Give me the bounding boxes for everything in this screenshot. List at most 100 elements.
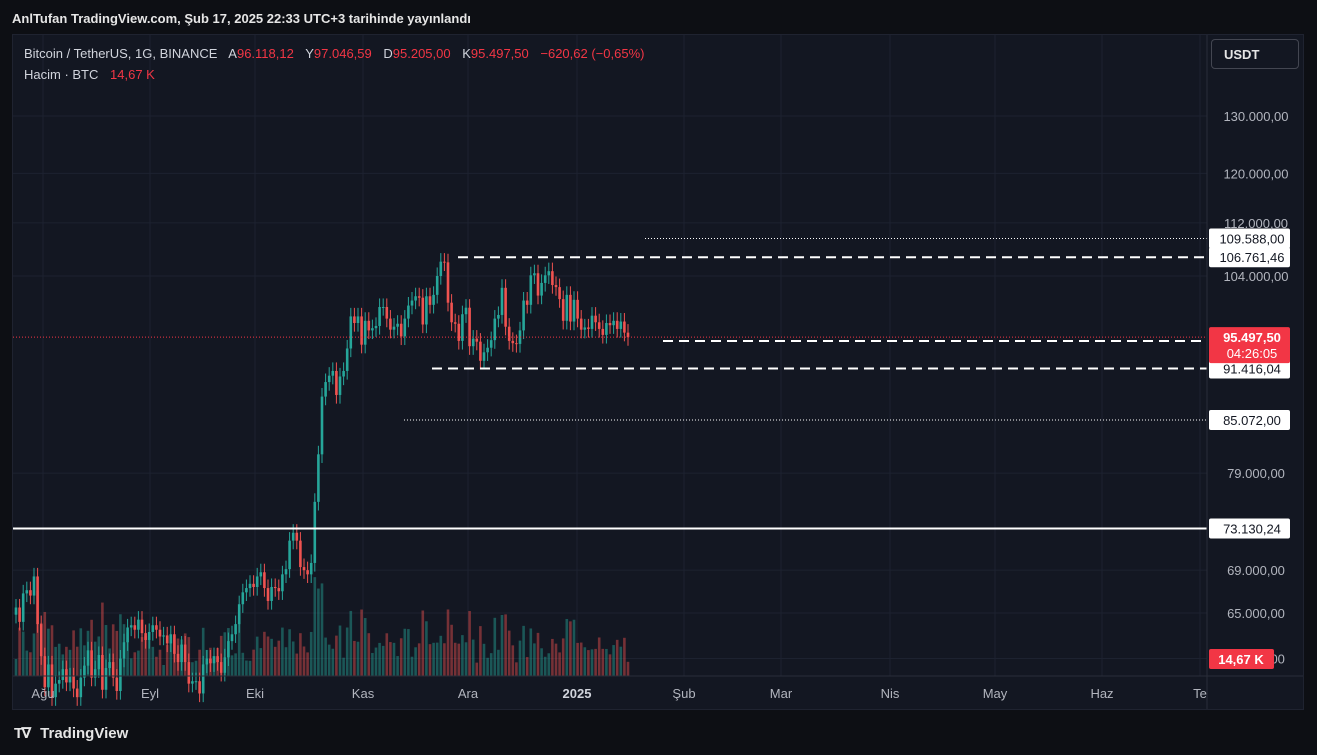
volume-bar-170	[626, 661, 630, 676]
volume-bar-167	[615, 639, 619, 676]
volume-bar-138	[511, 645, 515, 676]
volume-bar-30	[122, 624, 126, 676]
volume-bar-169	[623, 637, 626, 676]
volume-bar-8	[43, 611, 47, 676]
candle-151	[558, 287, 561, 300]
volume-bar-162	[597, 637, 601, 676]
volume-bar-168	[619, 646, 623, 676]
volume-bar-97	[363, 618, 367, 676]
volume-label[interactable]: Hacim · BTC	[24, 67, 99, 82]
volume-bar-96	[360, 609, 363, 676]
candle-65	[248, 583, 252, 589]
volume-bar-90	[338, 625, 342, 676]
volume-bar-3	[25, 650, 29, 676]
candle-166	[612, 320, 615, 326]
candle-139	[515, 343, 518, 345]
y-tick-label-1: 120.000,00	[1223, 166, 1288, 181]
volume-bar-157	[579, 642, 583, 676]
candle-97	[363, 320, 367, 345]
volume-bar-1	[18, 627, 21, 676]
candle-116	[432, 294, 435, 305]
volume-bar-63	[241, 652, 245, 676]
price-label-1: 106.761,46	[1219, 250, 1284, 265]
volume-bar-16	[72, 630, 75, 676]
candle-7	[39, 624, 43, 657]
volume-bar-69	[263, 631, 266, 676]
candle-5	[32, 576, 36, 596]
candle-77	[291, 532, 295, 541]
last-price-box	[1209, 327, 1290, 364]
volume-bar-101	[378, 642, 381, 676]
volume-bar-134	[497, 649, 500, 676]
currency-button[interactable]: USDT	[1211, 39, 1299, 69]
candle-147	[543, 275, 547, 283]
y-tick-label-0: 130.000,00	[1223, 109, 1288, 124]
candle-105	[392, 326, 396, 330]
candle-106	[396, 323, 399, 327]
candle-56	[216, 656, 219, 663]
y-tick-label-2: 112.000,00	[1224, 216, 1288, 231]
candle-158	[583, 327, 587, 330]
volume-bar-58	[223, 632, 227, 676]
volume-bar-48	[187, 637, 191, 676]
volume-bar-38	[151, 646, 155, 676]
candle-1	[18, 607, 21, 622]
volume-bar-100	[374, 647, 378, 676]
candle-82	[309, 562, 313, 575]
volume-bar-154	[569, 621, 572, 676]
volume-bar-137	[507, 630, 511, 676]
volume-bar-29	[119, 614, 122, 676]
volume-bar-36	[144, 635, 147, 676]
candle-58	[223, 657, 227, 673]
volume-bar-77	[291, 641, 295, 676]
candle-126	[468, 307, 471, 347]
x-tick-label-4: Ara	[458, 686, 479, 701]
candle-45	[176, 653, 180, 663]
symbol-label[interactable]: Bitcoin / TetherUS, 1G, BINANCE	[24, 46, 218, 61]
candle-102	[381, 306, 385, 308]
candle-73	[277, 588, 281, 592]
candle-108	[403, 318, 407, 337]
candle-52	[201, 664, 205, 694]
candle-92	[345, 348, 349, 371]
volume-bar-59	[227, 628, 230, 676]
candle-64	[245, 588, 248, 593]
volume-bar-78	[295, 653, 299, 676]
x-tick-label-2: Eki	[246, 686, 264, 701]
volume-bar-18	[79, 628, 83, 676]
volume-bar-25	[104, 625, 108, 676]
volume-bar-146	[540, 648, 543, 676]
candle-129	[479, 341, 482, 361]
close-label: K	[462, 46, 471, 61]
candle-17	[75, 688, 79, 698]
volume-bar-70	[266, 636, 270, 676]
volume-bar-108	[403, 628, 407, 676]
candle-74	[281, 574, 284, 592]
footer-brand[interactable]: T∇ TradingView	[14, 724, 128, 742]
candle-121	[450, 302, 453, 323]
volume-bar-147	[543, 656, 547, 676]
candle-43	[169, 634, 173, 644]
volume-bar-24	[101, 602, 104, 676]
volume-bar-151	[558, 652, 561, 676]
volume-bar-39	[155, 656, 158, 676]
candle-127	[471, 338, 475, 347]
candle-169	[623, 321, 626, 333]
volume-bar-82	[309, 631, 313, 676]
candle-3	[25, 590, 29, 594]
candle-70	[266, 588, 270, 601]
volume-bar-115	[428, 644, 432, 676]
volume-bar-64	[245, 660, 248, 676]
candle-138	[511, 340, 515, 344]
volume-bar-65	[248, 660, 252, 676]
x-tick-label-0: Ağu	[31, 686, 54, 701]
chart-panel[interactable]	[12, 34, 1304, 710]
volume-bar-166	[612, 645, 615, 676]
x-tick-label-1: Eyl	[141, 686, 159, 701]
candle-163	[601, 328, 605, 335]
price-label-5: 73.130,24	[1223, 521, 1281, 536]
volume-bar-62	[237, 623, 241, 676]
candle-31	[126, 627, 129, 643]
candle-36	[144, 633, 147, 640]
